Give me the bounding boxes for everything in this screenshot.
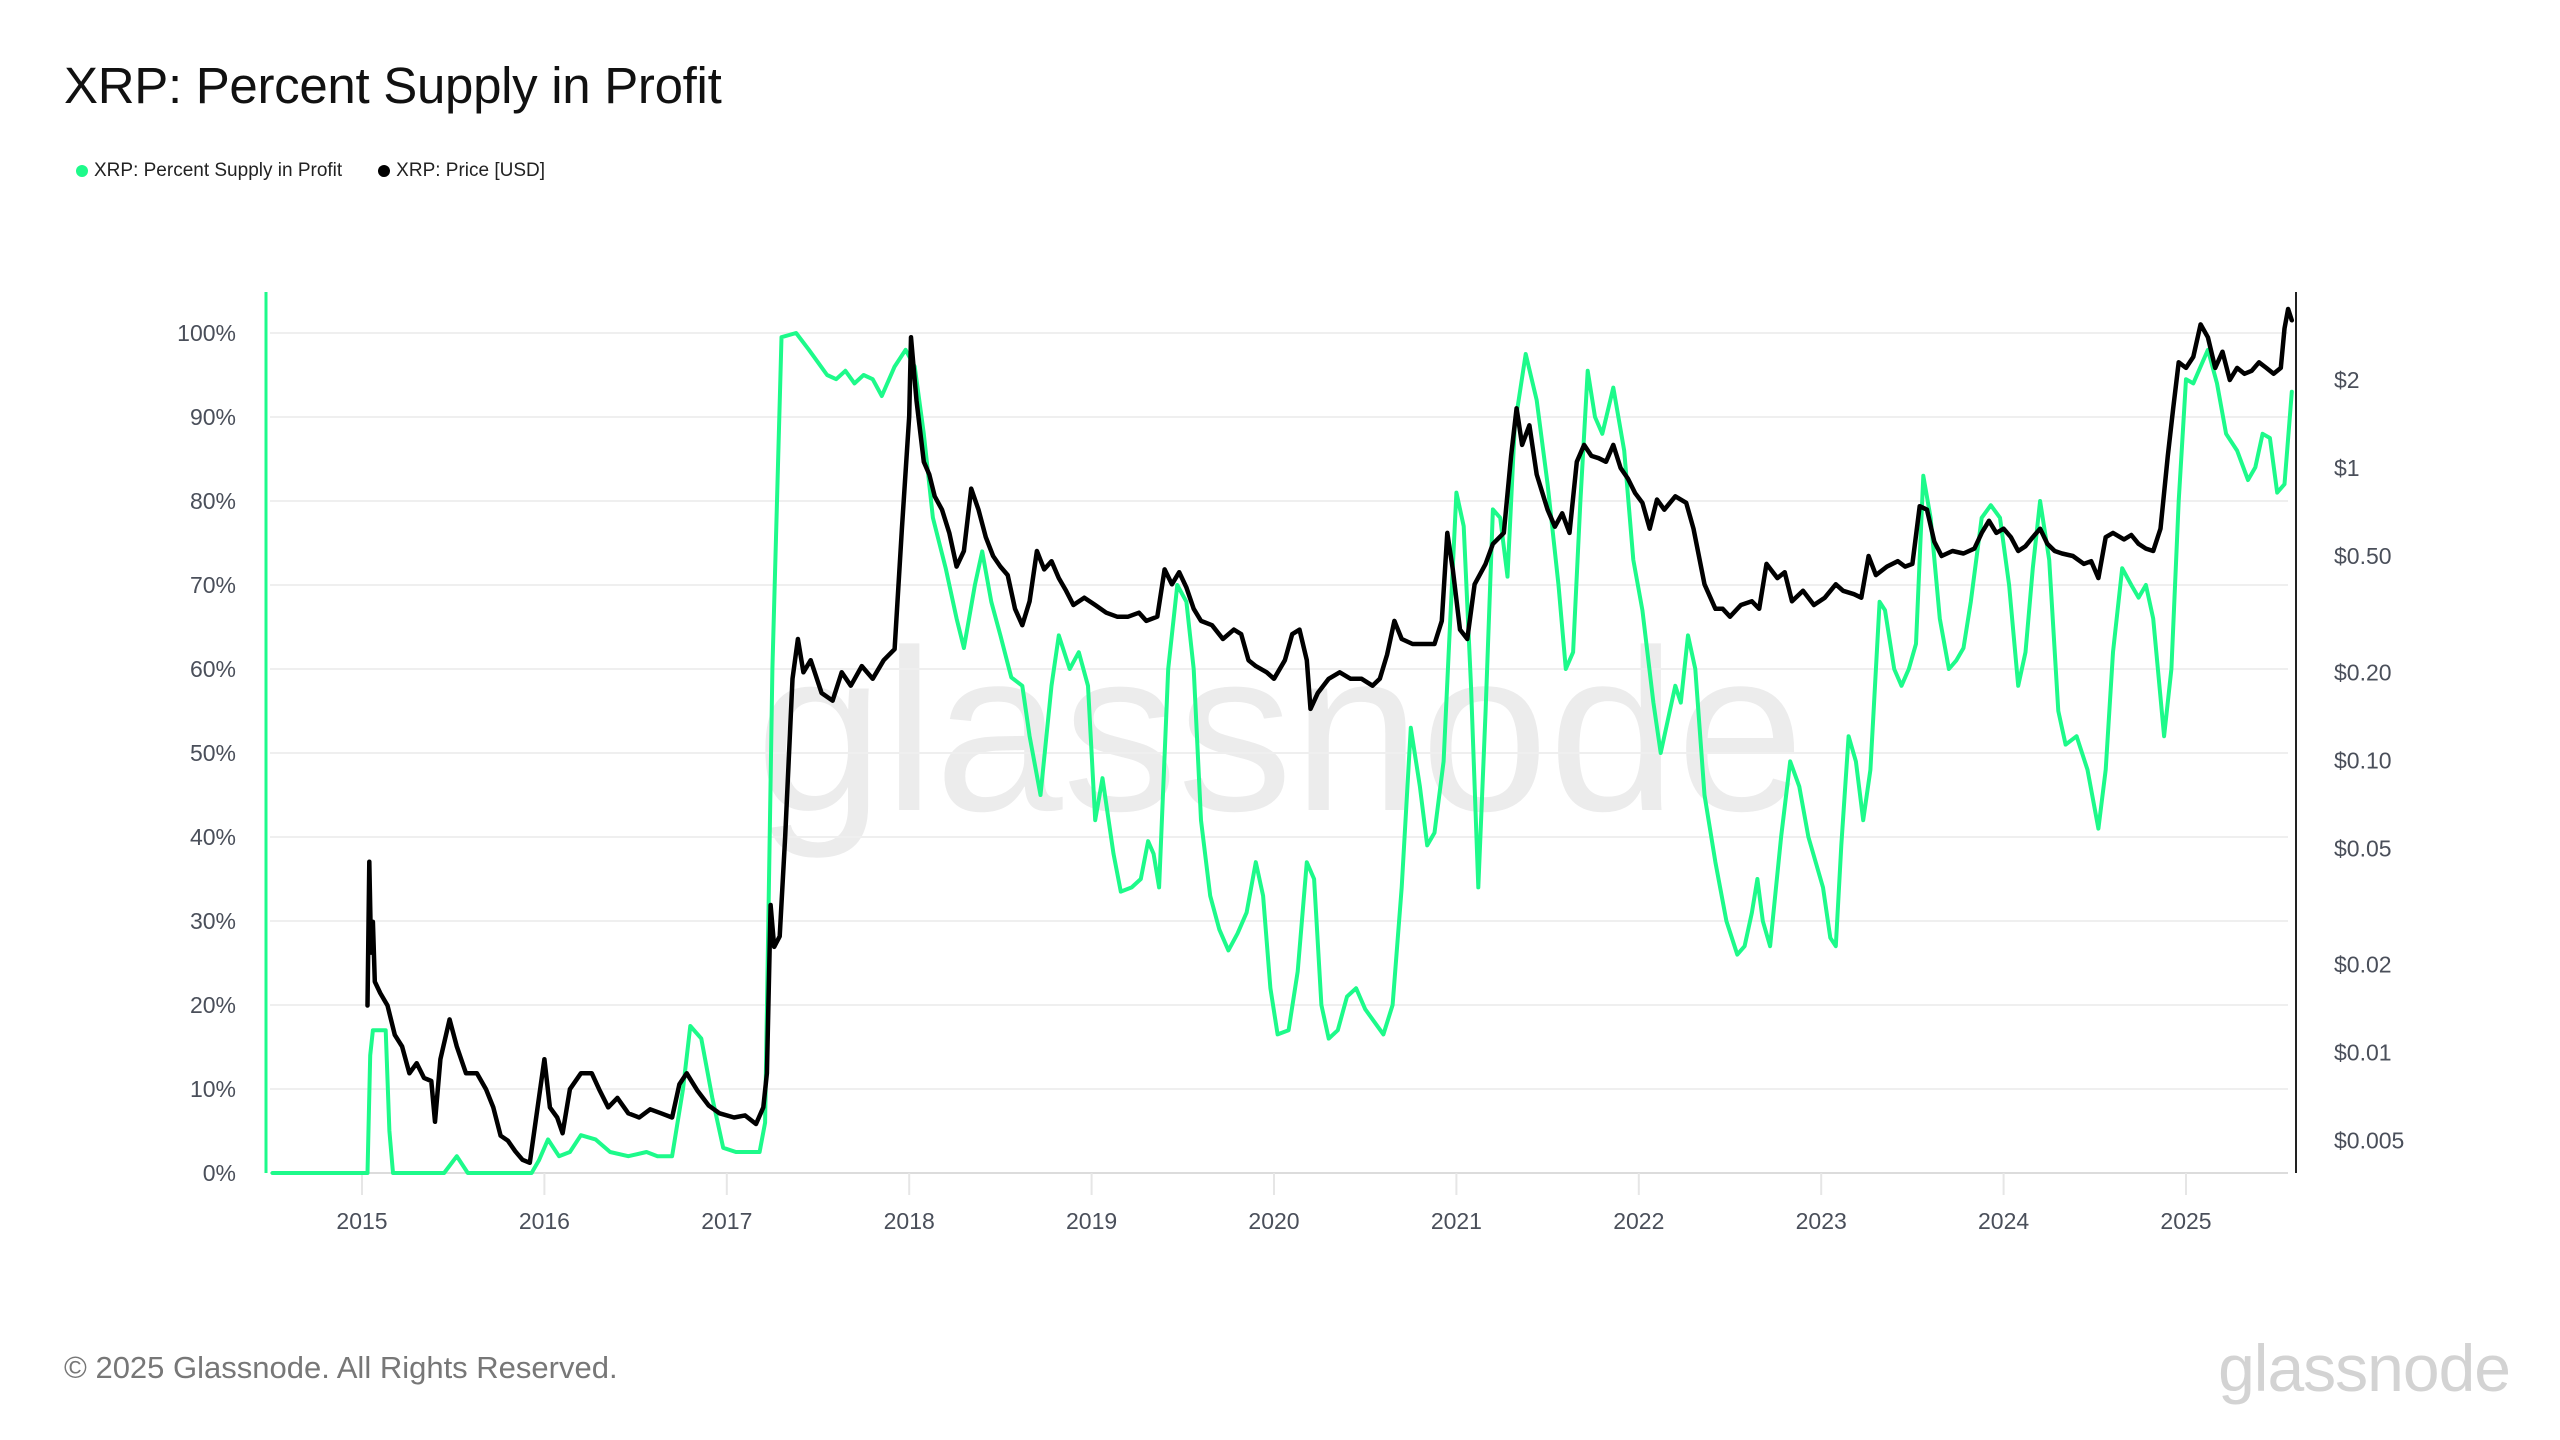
y-tick-label: 10% <box>190 1076 236 1102</box>
series-group <box>270 306 2295 1175</box>
y-tick-label: 70% <box>190 572 236 598</box>
legend-label: XRP: Percent Supply in Profit <box>94 160 343 181</box>
y-tick-label: 60% <box>190 656 236 682</box>
legend: XRP: Percent Supply in Profit XRP: Price… <box>76 160 545 182</box>
y-right-tick-label: $2 <box>2334 367 2360 393</box>
legend-item-supply-in-profit[interactable]: XRP: Percent Supply in Profit <box>76 160 342 182</box>
left-y-axis: 0% 10% 20% 30% 40% 50% 60% 70% 80% 90% 100% <box>177 292 268 1186</box>
y-tick-label: 40% <box>190 824 236 850</box>
x-axis: 2015 2016 2017 2018 2019 2020 2021 2022 2023 2024… <box>336 1173 2212 1234</box>
y-tick-label: 80% <box>190 488 236 514</box>
chart-title: XRP: Percent Supply in Profit <box>64 57 722 114</box>
y-tick-label: 30% <box>190 908 236 934</box>
right-y-axis: $0.005 $0.01 $0.02 $0.05 $0.10 $0.20 $0.50 $1 $2 <box>2295 292 2404 1173</box>
y-right-tick-label: $1 <box>2334 455 2360 481</box>
x-tick-label: 2015 <box>336 1208 387 1234</box>
x-tick-label: 2021 <box>1431 1208 1482 1234</box>
x-tick-label: 2019 <box>1066 1208 1117 1234</box>
y-tick-label: 20% <box>190 992 236 1018</box>
y-right-tick-label: $0.20 <box>2334 659 2392 685</box>
dot-icon <box>378 165 391 177</box>
y-tick-label: 50% <box>190 740 236 766</box>
x-tick-label: 2023 <box>1796 1208 1847 1234</box>
y-tick-label: 0% <box>203 1160 236 1186</box>
x-tick-label: 2020 <box>1248 1208 1299 1234</box>
legend-label: XRP: Price [USD] <box>396 160 546 181</box>
x-tick-label: 2017 <box>701 1208 752 1234</box>
y-tick-label: 90% <box>190 404 236 430</box>
y-right-tick-label: $0.01 <box>2334 1040 2392 1066</box>
x-tick-label: 2024 <box>1978 1208 2029 1234</box>
x-tick-label: 2025 <box>2160 1208 2211 1234</box>
legend-item-price[interactable]: XRP: Price [USD] <box>378 160 545 182</box>
x-tick-label: 2018 <box>884 1208 935 1234</box>
y-right-tick-label: $0.05 <box>2334 835 2392 861</box>
x-tick-label: 2016 <box>519 1208 570 1234</box>
glassnode-logo: glassnode <box>2218 1331 2511 1405</box>
gridlines <box>270 332 2288 1174</box>
y-right-tick-label: $0.10 <box>2334 747 2392 773</box>
watermark-logo: glassnode <box>756 602 1805 859</box>
series-line-price <box>365 306 2295 1166</box>
dot-icon <box>76 165 88 177</box>
y-tick-label: 100% <box>177 320 236 346</box>
series-line-percent-supply-in-profit <box>270 331 2294 1175</box>
copyright-text: © 2025 Glassnode. All Rights Reserved. <box>64 1350 618 1385</box>
y-right-tick-label: $0.02 <box>2334 952 2392 978</box>
x-tick-label: 2022 <box>1613 1208 1664 1234</box>
y-right-tick-label: $0.005 <box>2334 1128 2404 1154</box>
y-right-tick-label: $0.50 <box>2334 543 2392 569</box>
